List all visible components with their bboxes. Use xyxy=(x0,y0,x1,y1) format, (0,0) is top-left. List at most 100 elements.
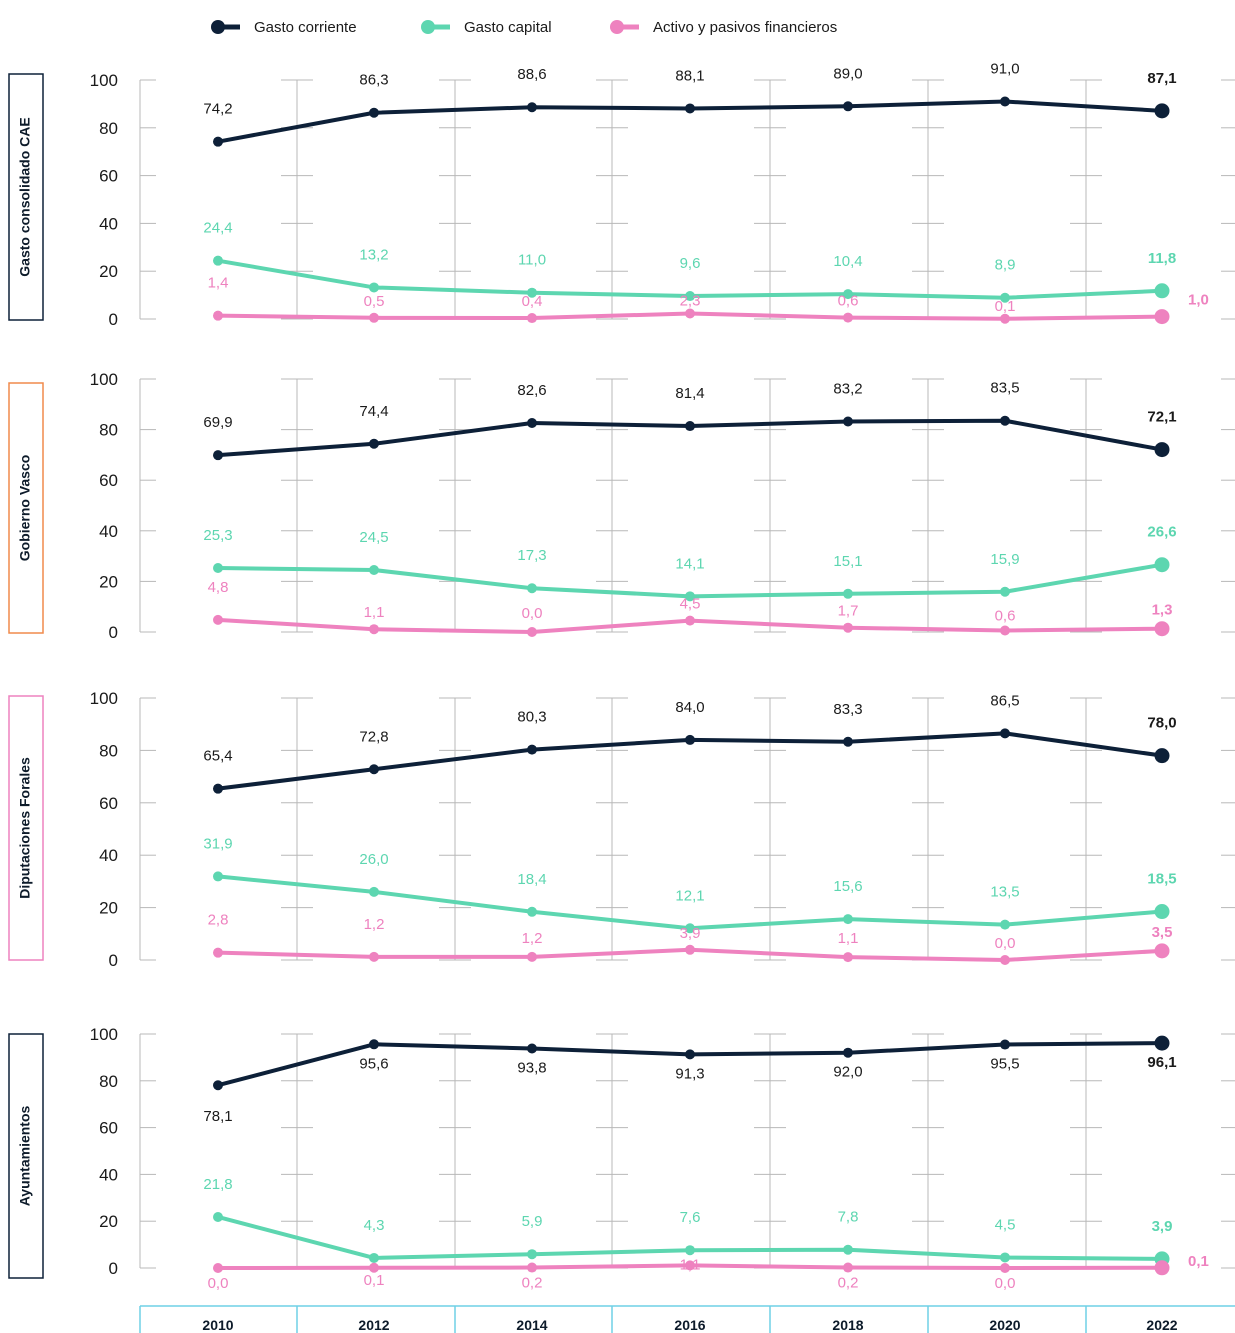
data-point xyxy=(369,764,379,775)
data-label: 3,9 xyxy=(680,925,701,942)
data-point xyxy=(1000,1263,1010,1273)
data-point xyxy=(369,1262,379,1273)
data-label: 11,0 xyxy=(518,252,546,269)
data-label: 8,9 xyxy=(995,257,1016,274)
panel-ayuntamientos: 0 20 40 60 80 100 Ayuntamientos 78,1 95,6 93,8 91,… xyxy=(8,1025,1235,1292)
panel-title: Gasto consolidado CAE xyxy=(8,73,44,321)
data-point xyxy=(527,627,537,637)
series-activo-y-pasivos-financieros: 1,4 0,5 0,4 2,3 0,6 0,1 1,0 xyxy=(208,275,1209,325)
data-label: 1,1 xyxy=(838,930,859,947)
data-label: 1,2 xyxy=(364,916,385,933)
data-label: 7,6 xyxy=(680,1209,701,1226)
data-point xyxy=(369,107,379,118)
data-point xyxy=(1154,309,1170,325)
data-label: 1,4 xyxy=(208,275,229,292)
data-label: 2,8 xyxy=(208,912,229,929)
data-label: 83,5 xyxy=(990,380,1019,397)
data-label: 0,6 xyxy=(995,607,1016,624)
y-axis: 0 20 40 60 80 100 xyxy=(90,71,118,329)
data-label: 1,3 xyxy=(1152,602,1173,619)
data-label: 86,5 xyxy=(990,692,1019,709)
data-label: 1,0 xyxy=(1188,292,1209,309)
panel-gasto-consolidado-cae: 0 20 40 60 80 100 Gasto consolidado CAE 74,2 86,… xyxy=(8,61,1235,329)
legend-marker xyxy=(211,20,225,34)
panel-gobierno-vasco: 0 20 40 60 80 100 Gobierno Vasco 69,9 74,4 82,6 81… xyxy=(8,370,1235,642)
data-label: 78,1 xyxy=(203,1108,232,1125)
data-label: 0,6 xyxy=(838,293,859,310)
data-point xyxy=(843,1047,853,1058)
data-label: 12,1 xyxy=(675,887,704,904)
data-label: 89,0 xyxy=(833,65,862,82)
data-label: 74,4 xyxy=(359,403,388,420)
y-tick-label: 40 xyxy=(99,1165,118,1184)
data-label: 92,0 xyxy=(833,1064,862,1081)
data-label: 95,5 xyxy=(990,1056,1019,1073)
data-point xyxy=(213,783,223,794)
data-label: 82,6 xyxy=(517,382,546,399)
data-point xyxy=(1000,1252,1010,1263)
data-label: 69,9 xyxy=(203,414,232,431)
data-point xyxy=(1154,621,1170,637)
y-tick-label: 80 xyxy=(99,421,118,440)
data-point xyxy=(369,1039,379,1050)
data-point xyxy=(843,416,853,427)
data-label: 74,2 xyxy=(203,101,232,118)
data-point xyxy=(685,615,695,626)
data-point xyxy=(213,562,223,573)
y-tick-label: 60 xyxy=(99,167,118,186)
y-tick-label: 20 xyxy=(99,1212,118,1231)
data-label: 18,4 xyxy=(517,871,546,888)
data-label: 0,0 xyxy=(522,605,543,622)
data-point xyxy=(1154,943,1170,959)
data-point xyxy=(527,102,537,113)
data-label: 83,3 xyxy=(833,701,862,718)
data-label: 10,4 xyxy=(833,253,862,270)
data-label: 88,1 xyxy=(675,67,704,84)
data-point xyxy=(213,1263,223,1273)
data-point xyxy=(213,1211,223,1222)
x-tick-label: 2022 xyxy=(1146,1317,1177,1333)
legend-item-gasto-corriente: Gasto corriente xyxy=(211,19,357,36)
data-point xyxy=(527,1249,537,1260)
data-point xyxy=(685,308,695,319)
y-tick-label: 60 xyxy=(99,794,118,813)
data-label: 14,1 xyxy=(675,555,704,572)
series-gasto-corriente: 65,4 72,8 80,3 84,0 83,3 86,5 78,0 xyxy=(203,692,1177,794)
data-point xyxy=(213,614,223,625)
data-point xyxy=(369,282,379,293)
data-point xyxy=(685,421,695,432)
data-point xyxy=(843,622,853,633)
data-label: 3,5 xyxy=(1152,924,1173,941)
grid xyxy=(139,378,1235,633)
data-label: 17,3 xyxy=(517,547,546,564)
data-label: 93,8 xyxy=(517,1060,546,1077)
y-tick-label: 40 xyxy=(99,522,118,541)
data-point xyxy=(1154,442,1170,458)
data-point xyxy=(1000,919,1010,930)
data-point xyxy=(213,871,223,882)
data-point xyxy=(527,951,537,962)
data-point xyxy=(685,1260,695,1271)
data-label: 1,7 xyxy=(838,603,859,620)
data-label: 18,5 xyxy=(1147,871,1176,888)
legend-label: Gasto corriente xyxy=(254,19,357,36)
data-label: 24,4 xyxy=(203,220,232,237)
data-label: 26,0 xyxy=(359,851,388,868)
data-label: 0,0 xyxy=(995,935,1016,952)
panel-title: Ayuntamientos xyxy=(8,1033,44,1279)
data-point xyxy=(1000,1039,1010,1050)
x-tick-label: 2016 xyxy=(674,1317,705,1333)
x-tick-label: 2010 xyxy=(202,1317,233,1333)
y-tick-label: 80 xyxy=(99,1072,118,1091)
data-point xyxy=(213,1080,223,1091)
series-gasto-capital: 24,4 13,2 11,0 9,6 10,4 8,9 11,8 xyxy=(203,220,1176,303)
data-label: 1,1 xyxy=(680,1256,701,1273)
legend-marker xyxy=(610,20,624,34)
data-label: 7,8 xyxy=(838,1209,859,1226)
data-point xyxy=(369,624,379,635)
data-label: 13,2 xyxy=(359,246,388,263)
data-label: 0,1 xyxy=(364,1272,385,1289)
data-point xyxy=(213,947,223,958)
data-label: 11,8 xyxy=(1148,250,1176,267)
